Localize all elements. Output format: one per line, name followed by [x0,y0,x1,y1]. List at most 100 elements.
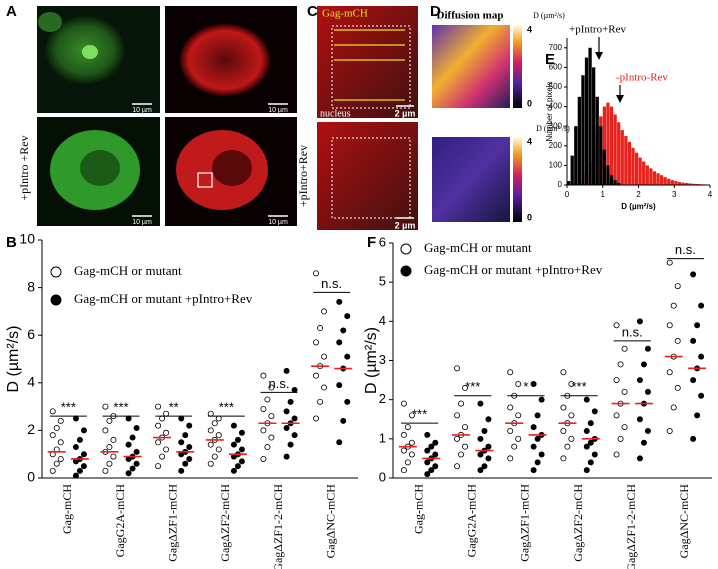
y-tick-label: 100 [549,161,563,170]
data-point [462,384,469,391]
legend-label: Gag-mCH or mutant [424,240,532,255]
data-point [182,460,189,467]
diffusion-map [432,25,510,108]
data-point [57,455,64,462]
data-point [408,439,415,446]
histogram-bar [674,181,678,185]
data-point [534,459,541,466]
scale-label: 10 µm [268,107,288,114]
data-point [404,424,411,431]
panel-letter: F [367,234,376,251]
cell [180,24,270,96]
data-point [207,410,214,417]
data-point [613,322,620,329]
histogram-bar [688,183,692,185]
data-point [432,463,439,470]
y-tick-label: 300 [549,121,563,130]
data-point [587,459,594,466]
data-point [76,436,83,443]
scale-label: 10 µm [132,107,152,114]
histogram-bar [574,126,578,185]
data-point [424,471,431,478]
data-point [400,400,407,407]
data-point [186,444,193,451]
y-tick-label: 600 [549,63,563,72]
x-tick-label: GagΔZF1-mCH [518,484,532,562]
histogram-bar [684,183,689,185]
histogram-bar [663,177,667,185]
data-point [53,425,60,432]
data-point [49,467,56,474]
data-point [49,408,56,415]
y-tick-label: 5 [379,274,386,289]
data-point [583,427,590,434]
data-point [49,432,56,439]
data-point [110,453,117,460]
data-point [283,425,290,432]
data-point [560,427,567,434]
legend-marker [50,266,62,278]
data-point [507,404,514,411]
scale-label: 10 µm [268,219,288,226]
data-point [636,318,643,325]
y-tick-label: 10 [19,231,35,247]
data-point [260,427,267,434]
data-point [477,467,484,474]
arrowhead [616,95,624,103]
data-point [159,415,166,422]
colorbar-tick: 0 [527,98,532,108]
data-point [321,384,328,391]
y-axis-label: Number of pixels [545,81,554,141]
histogram-bar [638,157,642,185]
data-point [110,436,117,443]
y-axis-label: D (µm²/s) [5,326,22,393]
data-point [268,413,275,420]
x-axis-label: D (µm²/s) [621,202,656,211]
data-point [80,451,87,458]
data-point [155,463,162,470]
y-tick-label: 4 [27,374,35,390]
data-point [568,412,575,419]
panel-title: Diffusion map [437,10,504,22]
data-point [80,427,87,434]
data-point [72,415,79,422]
data-point [336,439,343,446]
histogram-bar [670,180,674,185]
significance-label: *** [412,407,427,422]
data-point [530,443,537,450]
data-point [234,463,241,470]
data-point [621,424,628,431]
y-tick-label: 0 [27,469,35,485]
data-point [207,460,214,467]
data-point [458,400,465,407]
panel-letter: E [545,51,555,68]
y-tick-label: 6 [27,326,35,342]
legend-marker [400,243,412,255]
data-point [644,345,651,352]
histogram-bar [667,178,671,185]
y-tick-label: 2 [379,391,386,406]
nucleus [212,150,252,186]
histogram-bar [631,147,635,185]
data-point [186,422,193,429]
data-point [178,467,185,474]
x-tick-label: 3 [672,190,677,199]
data-point [644,388,651,395]
data-point [102,403,109,410]
data-point [507,369,514,376]
data-point [211,420,218,427]
data-point [424,459,431,466]
data-point [260,455,267,462]
histogram-bar [592,67,596,185]
y-tick-label: 700 [549,43,563,52]
data-point [560,404,567,411]
significance-label: *** [61,400,76,415]
data-point [454,435,461,442]
data-point [340,327,347,334]
data-point [432,439,439,446]
colorbar [513,25,522,108]
data-point [485,455,492,462]
legend-marker [400,265,412,277]
data-point [336,382,343,389]
data-point [507,427,514,434]
